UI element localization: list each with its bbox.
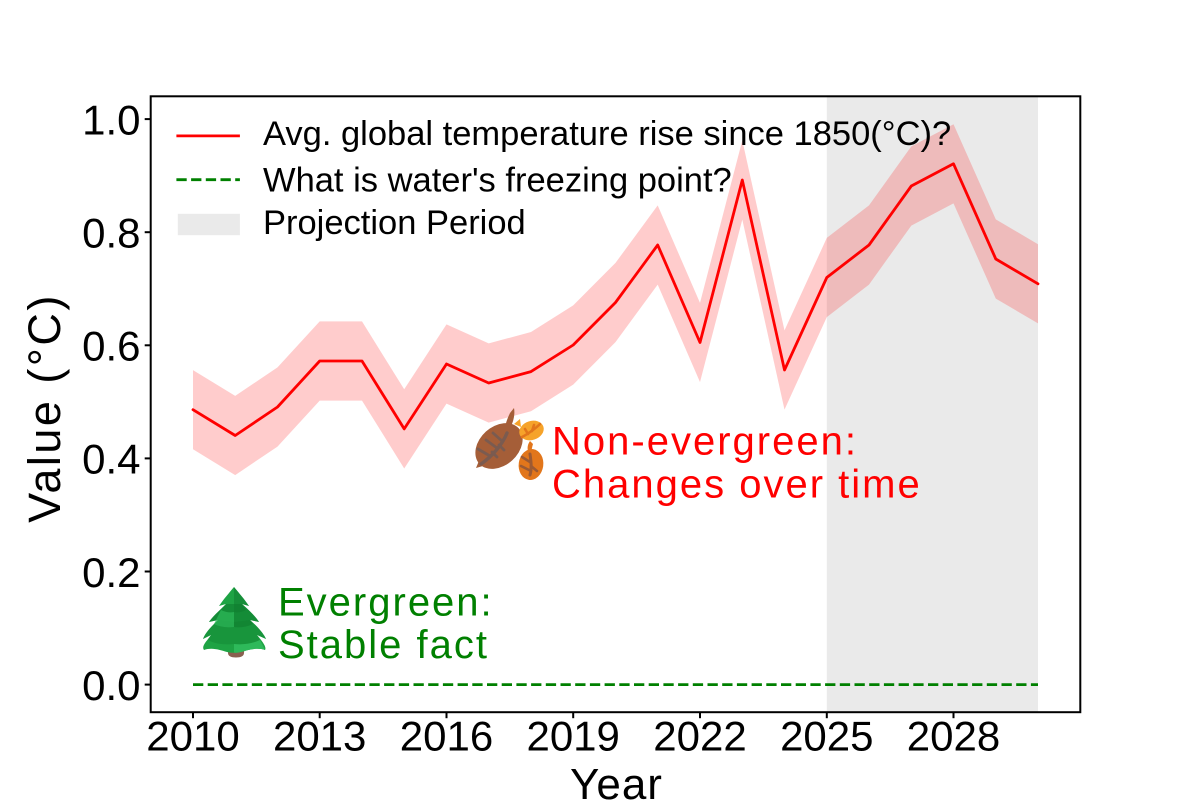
svg-text:2013: 2013 [273,713,366,760]
svg-text:0.4: 0.4 [82,436,140,483]
svg-text:2019: 2019 [526,713,619,760]
svg-text:Year: Year [570,760,663,800]
svg-text:2016: 2016 [400,713,493,760]
svg-text:Changes over time: Changes over time [552,463,922,507]
svg-text:0.0: 0.0 [82,662,140,709]
svg-text:0.8: 0.8 [82,210,140,257]
svg-text:Avg. global temperature rise s: Avg. global temperature rise since 1850(… [263,115,951,153]
svg-text:2025: 2025 [780,713,873,760]
svg-text:2028: 2028 [907,713,1000,760]
svg-text:Value (°C): Value (°C) [19,293,70,523]
svg-text:1.0: 1.0 [82,96,140,143]
svg-text:What is water's freezing point: What is water's freezing point? [263,161,732,199]
svg-text:0.2: 0.2 [82,549,140,596]
svg-text:Evergreen:: Evergreen: [278,580,494,624]
svg-text:Non-evergreen:: Non-evergreen: [552,419,858,463]
svg-text:2010: 2010 [146,713,239,760]
svg-text:2022: 2022 [653,713,746,760]
svg-text:Stable fact: Stable fact [278,623,489,667]
svg-text:Projection Period: Projection Period [263,204,526,242]
svg-text:0.6: 0.6 [82,323,140,370]
